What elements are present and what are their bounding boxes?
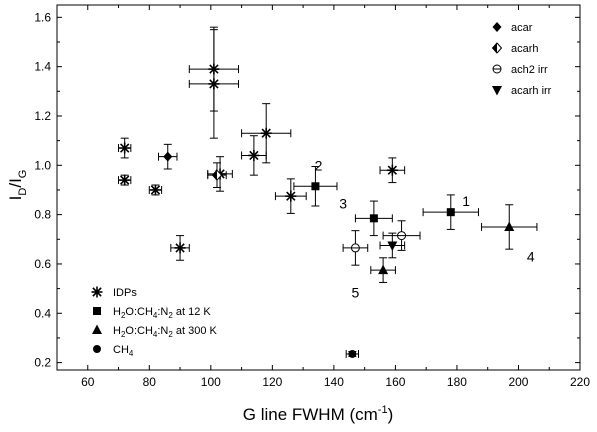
legend-label-sub: 2 [121, 311, 126, 320]
legend-label: H2O:CH4:N2 at 300 K [113, 325, 218, 339]
x-axis-title-sup: -1 [378, 404, 388, 416]
point-h2o-ch4-n2-at-300-k [504, 221, 515, 231]
point-idps [248, 149, 260, 161]
y-tick-label: 1.0 [34, 158, 51, 172]
annotation-label: 3 [339, 196, 347, 212]
point-idps [149, 184, 161, 196]
point-idps [174, 242, 186, 254]
y-tick-label: 1.2 [34, 109, 51, 123]
x-tick-label: 220 [570, 375, 590, 389]
legend-label-part: at 12 K [173, 306, 212, 318]
point-acarh [211, 169, 223, 181]
point-idps [285, 190, 297, 202]
legend-label-part: :N [157, 306, 168, 318]
point-idps [119, 142, 131, 154]
legend-label: acarh irr [511, 85, 552, 97]
legend-label: CH4 [113, 344, 134, 358]
x-axis-title-main: G line FWHM (cm [243, 405, 378, 424]
legend-label-part: H [113, 306, 121, 318]
legend-marker [492, 22, 502, 32]
annotation-label: 4 [527, 249, 535, 265]
x-tick-label: 200 [508, 375, 528, 389]
x-tick-label: 160 [385, 375, 405, 389]
x-tick-label: 140 [324, 375, 344, 389]
annotation-label: 1 [462, 193, 470, 209]
legend-marker [492, 64, 502, 74]
point-idps [208, 78, 220, 90]
point-acar [163, 151, 173, 162]
point-h2o-ch4-n2-at-12-k [446, 208, 455, 217]
legend-label: IDPs [113, 287, 137, 299]
legend-marker [93, 307, 101, 315]
point-ach2-irr [397, 231, 407, 241]
ticks-layer: 60 80 100 120 140 160 180 200 220 0.2 0.4 0.6 0.8 1.0… [34, 5, 590, 389]
x-tick-label: 100 [201, 375, 221, 389]
point-h2o-ch4-n2-at-300-k [378, 264, 389, 275]
y-axis-title: ID/IG [6, 170, 29, 201]
point-ch4 [348, 349, 357, 358]
y-tick-label: 0.6 [34, 257, 51, 271]
legend-top-right: acar acarh ach2 irr acarh irr [491, 22, 552, 97]
x-tick-label: 60 [81, 375, 95, 389]
legend-label-sub: 4 [153, 311, 158, 320]
legend-label: acarh [511, 43, 539, 55]
point-idps [119, 174, 131, 186]
point-ach2-irr [350, 243, 360, 253]
legend-label-sub: 2 [121, 330, 126, 339]
x-tick-label: 80 [143, 375, 157, 389]
legend-label: H2O:CH4:N2 at 12 K [113, 306, 211, 320]
legend-label-sub: 4 [129, 349, 134, 358]
markers-layer [119, 63, 515, 358]
legend-label-sub: 2 [168, 311, 173, 320]
y-axis-title-sub1: D [17, 188, 29, 196]
legend-marker [492, 86, 502, 96]
legend-marker [92, 324, 102, 334]
x-axis-title-end: ) [388, 405, 394, 424]
y-tick-label: 1.6 [34, 10, 51, 24]
y-tick-label: 0.2 [34, 356, 51, 370]
annotations-layer: 1 2 3 4 5 [315, 157, 535, 300]
legend-label-part: CH [113, 344, 129, 356]
point-idps [386, 164, 398, 176]
legend-label: acar [511, 22, 533, 34]
legend-label-sub: 4 [153, 330, 158, 339]
legend-label-part: IDPs [113, 287, 137, 299]
annotation-label: 2 [315, 157, 323, 173]
legend-marker [93, 345, 101, 353]
legend-label-part: O:CH [125, 306, 153, 318]
legend-label-part: :N [157, 325, 168, 337]
annotation-label: 5 [352, 284, 360, 300]
plot-frame [56, 4, 581, 371]
legend-marker [91, 286, 103, 298]
legend-label-sub: 2 [168, 330, 173, 339]
point-h2o-ch4-n2-at-12-k [369, 214, 378, 223]
point-idps [208, 63, 220, 75]
x-tick-label: 120 [262, 375, 282, 389]
x-tick-label: 180 [447, 375, 467, 389]
point-h2o-ch4-n2-at-12-k [311, 182, 320, 191]
y-tick-label: 0.8 [34, 208, 51, 222]
y-axis-title-sub2: G [17, 170, 29, 179]
point-acarh-irr [387, 241, 398, 251]
legend-label: ach2 irr [511, 64, 548, 76]
x-axis-title: G line FWHM (cm-1) [243, 404, 394, 424]
point-idps [260, 127, 272, 139]
y-axis-title-main: I [6, 196, 25, 201]
legend-label-part: H [113, 325, 121, 337]
legend-label-part: O:CH [125, 325, 153, 337]
legend-marker [491, 42, 503, 54]
y-tick-label: 0.4 [34, 306, 51, 320]
y-tick-label: 1.4 [34, 60, 51, 74]
legend-label-part: at 300 K [173, 325, 218, 337]
y-axis-title-mid: /I [6, 178, 25, 187]
